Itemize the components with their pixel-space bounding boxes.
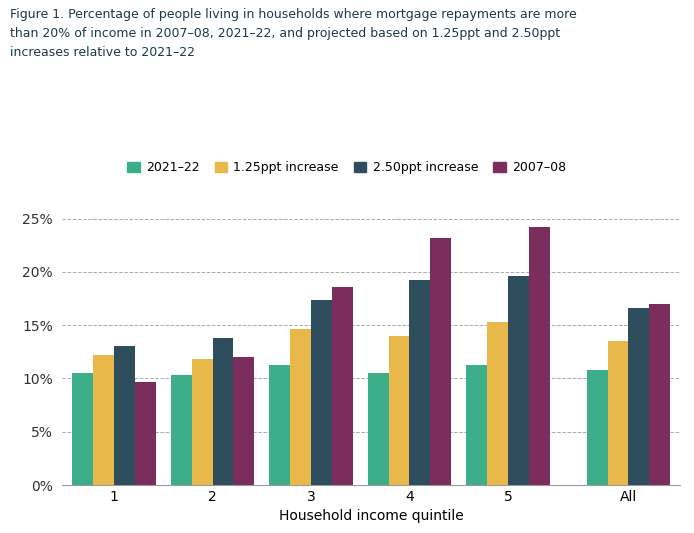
Bar xyxy=(466,365,487,485)
Bar xyxy=(389,336,409,485)
Bar xyxy=(311,300,332,485)
Bar xyxy=(72,373,93,485)
Bar xyxy=(212,338,233,485)
X-axis label: Household income quintile: Household income quintile xyxy=(279,510,464,523)
Bar xyxy=(508,276,529,485)
Bar xyxy=(290,329,311,485)
Bar xyxy=(269,365,290,485)
Bar xyxy=(607,341,629,485)
Bar xyxy=(368,373,389,485)
Bar xyxy=(233,357,255,485)
Bar xyxy=(430,238,451,485)
Bar xyxy=(332,287,353,485)
Bar xyxy=(629,308,650,485)
Legend: 2021–22, 1.25ppt increase, 2.50ppt increase, 2007–08: 2021–22, 1.25ppt increase, 2.50ppt incre… xyxy=(122,157,571,180)
Bar xyxy=(586,370,607,485)
Bar xyxy=(135,382,156,485)
Bar xyxy=(409,280,430,485)
Bar xyxy=(192,359,212,485)
Bar xyxy=(93,355,114,485)
Bar xyxy=(529,227,550,485)
Bar xyxy=(171,375,192,485)
Bar xyxy=(650,304,670,485)
Bar xyxy=(114,346,135,485)
Text: Figure 1. Percentage of people living in households where mortgage repayments ar: Figure 1. Percentage of people living in… xyxy=(10,8,577,59)
Bar xyxy=(487,322,508,485)
